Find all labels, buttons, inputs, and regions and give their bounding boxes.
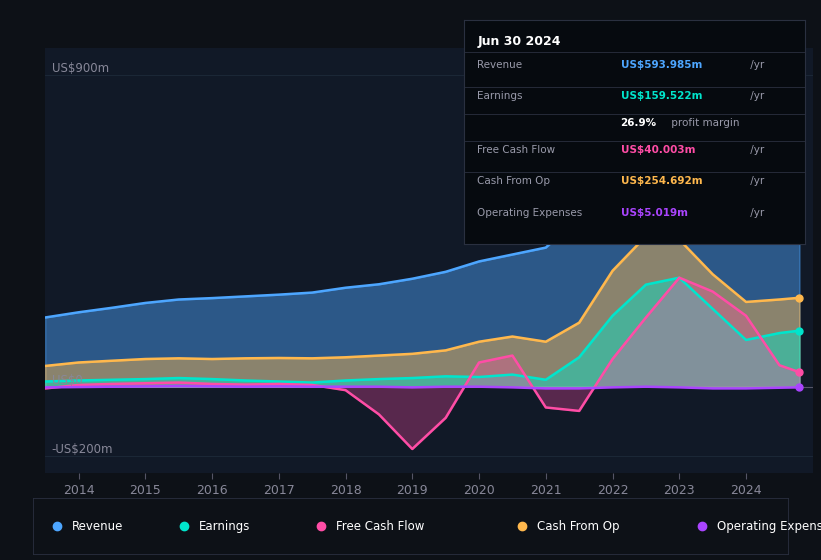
Text: US$254.692m: US$254.692m: [621, 176, 702, 186]
Text: Free Cash Flow: Free Cash Flow: [337, 520, 424, 533]
Text: Earnings: Earnings: [199, 520, 250, 533]
Text: /yr: /yr: [746, 60, 764, 70]
Text: /yr: /yr: [746, 208, 764, 218]
Text: Earnings: Earnings: [478, 91, 523, 101]
Text: /yr: /yr: [746, 176, 764, 186]
Text: 26.9%: 26.9%: [621, 118, 657, 128]
Text: Free Cash Flow: Free Cash Flow: [478, 145, 556, 155]
Text: /yr: /yr: [746, 91, 764, 101]
Text: US$900m: US$900m: [52, 62, 109, 75]
Text: US$40.003m: US$40.003m: [621, 145, 695, 155]
Text: US$593.985m: US$593.985m: [621, 60, 702, 70]
Text: Revenue: Revenue: [72, 520, 123, 533]
Text: Cash From Op: Cash From Op: [538, 520, 620, 533]
Text: profit margin: profit margin: [668, 118, 740, 128]
Text: US$159.522m: US$159.522m: [621, 91, 702, 101]
Text: Operating Expenses: Operating Expenses: [718, 520, 821, 533]
Text: Revenue: Revenue: [478, 60, 523, 70]
Text: -US$200m: -US$200m: [52, 443, 113, 456]
Text: Cash From Op: Cash From Op: [478, 176, 551, 186]
Text: Operating Expenses: Operating Expenses: [478, 208, 583, 218]
Text: Jun 30 2024: Jun 30 2024: [478, 35, 561, 48]
Text: US$0: US$0: [52, 374, 83, 387]
Text: /yr: /yr: [746, 145, 764, 155]
Text: US$5.019m: US$5.019m: [621, 208, 688, 218]
